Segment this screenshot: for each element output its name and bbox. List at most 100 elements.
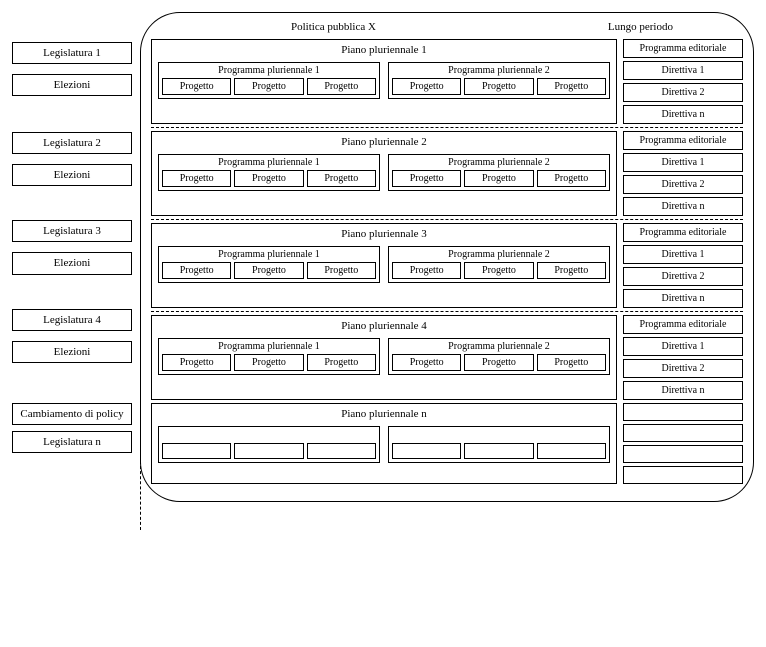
left-box: Legislatura 2 [12,132,132,154]
side-col: Programma editorialeDirettiva 1Direttiva… [623,131,743,216]
plan-title: Piano pluriennale 2 [158,136,610,148]
program: Programma pluriennale 2ProgettoProgettoP… [388,338,610,375]
project: Progetto [162,262,231,279]
plan-main: Piano pluriennale 3 Programma pluriennale… [151,223,617,308]
left-box: Elezioni [12,74,132,96]
project: Progetto [464,354,533,371]
project [464,443,533,459]
program [388,426,610,463]
header-left: Politica pubblica X [291,21,376,33]
program-title: Programma pluriennale 2 [392,157,606,168]
left-box: Legislatura 3 [12,220,132,242]
side-box: Programma editoriale [623,223,743,242]
side-col: Programma editoriale Direttiva 1 Direttiva… [623,315,743,400]
left-box: Legislatura 1 [12,42,132,64]
plan-main: Piano pluriennale 4 Programma pluriennale… [151,315,617,400]
plan-main: Piano pluriennale n [151,403,617,484]
policy-container: Politica pubblica X Lungo periodo Piano … [140,12,754,502]
project: Progetto [537,78,606,95]
program-title: Programma pluriennale 2 [392,341,606,352]
side-box: Programma editoriale [623,315,743,334]
programs: Programma pluriennale 1ProgettoProgettoP… [158,246,610,283]
plan-row: Piano pluriennale 4 Programma pluriennale… [151,315,743,400]
plan-row: Piano pluriennale 1Programma pluriennale… [151,39,743,124]
project: Progetto [234,170,303,187]
project: Progetto [234,354,303,371]
side-box: Direttiva 1 [623,153,743,172]
program-title [162,429,376,441]
projects: ProgettoProgettoProgetto [162,262,376,279]
project: Progetto [162,78,231,95]
side-box: Direttiva 1 [623,337,743,356]
project: Progetto [392,262,461,279]
projects [392,443,606,459]
plan-main: Piano pluriennale 1Programma pluriennale… [151,39,617,124]
program-title: Programma pluriennale 1 [162,157,376,168]
program-title: Programma pluriennale 1 [162,65,376,76]
project: Progetto [392,78,461,95]
plan-title: Piano pluriennale 4 [158,320,610,332]
project: Progetto [537,170,606,187]
side-col: Programma editorialeDirettiva 1Direttiva… [623,39,743,124]
plan-title: Piano pluriennale 3 [158,228,610,240]
projects [162,443,376,459]
side-box [623,424,743,442]
side-box [623,466,743,484]
project: Progetto [537,262,606,279]
project: Progetto [464,262,533,279]
plan-title: Piano pluriennale n [158,408,610,420]
project: Progetto [392,354,461,371]
left-box: Legislatura n [12,431,132,453]
side-box: Programma editoriale [623,39,743,58]
diagram-root: Legislatura 1 Elezioni Legislatura 2 Elezio… [12,12,754,502]
plan-row: Piano pluriennale 3 Programma pluriennale… [151,223,743,308]
project: Progetto [464,78,533,95]
project: Progetto [234,262,303,279]
project [234,443,303,459]
program: Programma pluriennale 2ProgettoProgettoP… [388,154,610,191]
side-box: Direttiva n [623,381,743,400]
project [537,443,606,459]
project: Progetto [392,170,461,187]
side-box: Direttiva 2 [623,359,743,378]
project [392,443,461,459]
project: Progetto [234,78,303,95]
side-col: Programma editorialeDirettiva 1Direttiva… [623,223,743,308]
side-box: Direttiva 1 [623,61,743,80]
programs: Programma pluriennale 1ProgettoProgettoP… [158,62,610,99]
dashed-separator [151,127,743,128]
plans-area: Piano pluriennale 1Programma pluriennale… [151,39,743,484]
project: Progetto [162,354,231,371]
projects: ProgettoProgettoProgetto [162,78,376,95]
plan-row: Piano pluriennale 2 Programma pluriennale… [151,131,743,216]
left-column: Legislatura 1 Elezioni Legislatura 2 Elezio… [12,12,132,502]
program-title [392,429,606,441]
plan-main: Piano pluriennale 2 Programma pluriennale… [151,131,617,216]
project: Progetto [464,170,533,187]
program-title: Programma pluriennale 2 [392,65,606,76]
projects: ProgettoProgettoProgetto [162,170,376,187]
dashed-separator [151,311,743,312]
project: Progetto [537,354,606,371]
side-box [623,445,743,463]
project [162,443,231,459]
side-box [623,403,743,421]
project: Progetto [307,78,376,95]
left-box: Elezioni [12,252,132,274]
side-col [623,403,743,484]
program: Programma pluriennale 1ProgettoProgettoP… [158,62,380,99]
projects: ProgettoProgettoProgetto [162,354,376,371]
projects: ProgettoProgettoProgetto [392,78,606,95]
header-row: Politica pubblica X Lungo periodo [151,21,743,39]
programs: Programma pluriennale 1ProgettoProgettoP… [158,338,610,375]
program: Programma pluriennale 1 ProgettoProgettoP… [158,338,380,375]
program-title: Programma pluriennale 1 [162,341,376,352]
program: Programma pluriennale 1ProgettoProgettoP… [158,246,380,283]
header-right: Lungo periodo [608,21,703,33]
side-box: Direttiva n [623,289,743,308]
vertical-dash [140,400,141,530]
project [307,443,376,459]
left-box: Cambiamento di policy [12,403,132,425]
left-box: Legislatura 4 [12,309,132,331]
project: Progetto [162,170,231,187]
